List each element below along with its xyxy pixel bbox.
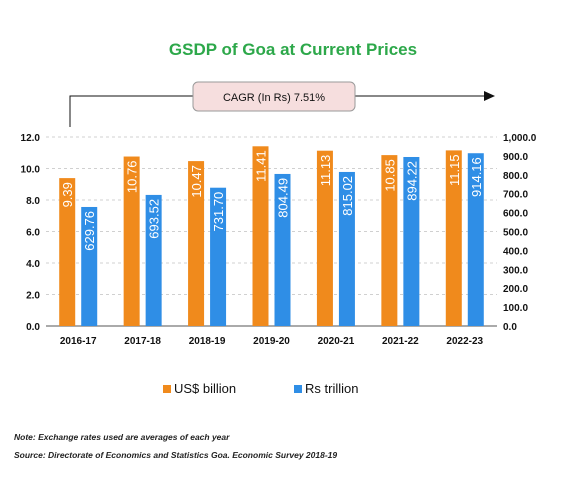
data-label-usd-billion: 10.85 — [382, 159, 397, 192]
data-label-rs-trillion: 629.76 — [82, 211, 97, 251]
y-left-tick-label: 2.0 — [26, 291, 40, 302]
y-right-tick-label: 800.0 — [503, 171, 528, 182]
y-left-tick-label: 0.0 — [26, 322, 40, 333]
y-right-tick-label: 100.0 — [503, 303, 528, 314]
x-tick-label: 2020-21 — [318, 336, 355, 347]
x-tick-label: 2017-18 — [124, 336, 161, 347]
x-tick-label: 2019-20 — [253, 336, 290, 347]
x-tick-label: 2021-22 — [382, 336, 419, 347]
chart-title: GSDP of Goa at Current Prices — [169, 40, 417, 59]
data-label-rs-trillion: 731.70 — [211, 192, 226, 232]
bar-usd-billion — [59, 178, 76, 326]
bar-usd-billion — [316, 150, 333, 326]
legend-label-usd-billion: US$ billion — [174, 381, 236, 396]
y-right-tick-label: 300.0 — [503, 265, 528, 276]
y-left-tick-label: 4.0 — [26, 259, 40, 270]
bar-rs-trillion — [338, 171, 355, 326]
y-left-tick-label: 12.0 — [21, 133, 41, 144]
bar-usd-billion — [381, 155, 398, 326]
source-text: Source: Directorate of Economics and Sta… — [14, 450, 338, 460]
data-label-rs-trillion: 894.22 — [404, 161, 419, 201]
note-text: Note: Exchange rates used are averages o… — [14, 432, 230, 442]
y-right-tick-label: 400.0 — [503, 246, 528, 257]
data-label-usd-billion: 11.15 — [447, 154, 462, 186]
x-tick-label: 2022-23 — [446, 336, 483, 347]
x-tick-label: 2016-17 — [60, 336, 97, 347]
cagr-arrow-head — [484, 91, 495, 101]
y-left-tick-label: 8.0 — [26, 196, 40, 207]
bar-rs-trillion — [145, 194, 162, 326]
bar-usd-billion — [123, 156, 140, 326]
y-right-tick-label: 900.0 — [503, 152, 528, 163]
legend-swatch-usd-billion — [163, 385, 171, 393]
bar-usd-billion — [188, 161, 205, 326]
legend-label-rs-trillion: Rs trillion — [305, 381, 358, 396]
bar-rs-trillion — [210, 187, 227, 326]
y-left-tick-label: 10.0 — [21, 165, 41, 176]
data-label-rs-trillion: 815.02 — [340, 176, 355, 216]
bar-rs-trillion — [274, 173, 291, 326]
bar-rs-trillion — [403, 156, 420, 326]
cagr-annotation: CAGR (In Rs) 7.51% — [223, 92, 325, 104]
data-label-usd-billion: 11.41 — [254, 150, 269, 182]
y-right-tick-label: 1,000.0 — [503, 133, 537, 144]
data-label-usd-billion: 11.13 — [318, 155, 333, 187]
x-tick-label: 2018-19 — [189, 336, 226, 347]
y-right-tick-label: 200.0 — [503, 284, 528, 295]
data-label-usd-billion: 10.47 — [189, 165, 204, 198]
cagr-box — [192, 81, 356, 112]
y-left-tick-label: 6.0 — [26, 228, 40, 239]
y-right-tick-label: 700.0 — [503, 190, 528, 201]
y-right-tick-label: 600.0 — [503, 209, 528, 220]
data-label-rs-trillion: 693.52 — [147, 199, 162, 239]
bar-usd-billion — [252, 146, 269, 326]
bar-rs-trillion — [467, 153, 484, 326]
data-label-usd-billion: 10.76 — [125, 161, 140, 194]
y-right-tick-label: 0.0 — [503, 322, 517, 333]
data-label-rs-trillion: 804.49 — [276, 178, 291, 218]
bar-rs-trillion — [81, 206, 98, 326]
legend-swatch-rs-trillion — [294, 385, 302, 393]
bar-usd-billion — [445, 150, 462, 326]
data-label-usd-billion: 9.39 — [60, 182, 75, 207]
data-label-rs-trillion: 914.16 — [469, 157, 484, 197]
y-right-tick-label: 500.0 — [503, 228, 528, 239]
